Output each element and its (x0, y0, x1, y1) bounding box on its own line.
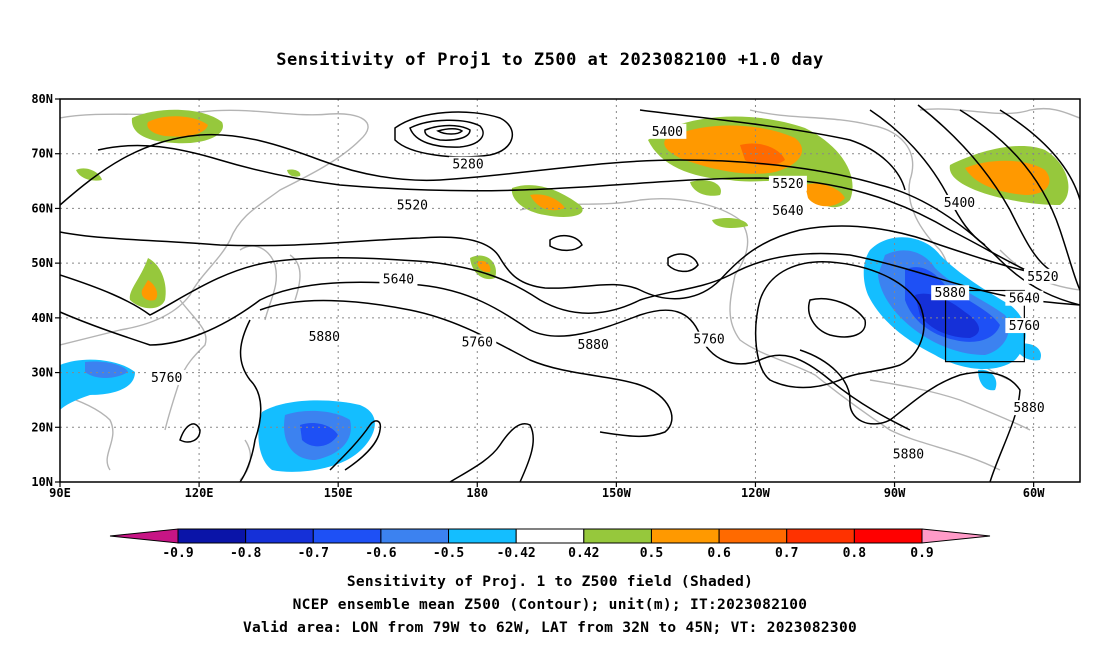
contour-label: 5520 (397, 199, 428, 214)
map-title: Sensitivity of Proj1 to Z500 at 20230821… (276, 50, 824, 70)
lon-tick-label: 150E (324, 486, 353, 500)
colorbar-box (786, 528, 855, 544)
contour-label: 5640 (772, 204, 803, 219)
contour-label: 5640 (383, 273, 414, 288)
contour-label-bg (1005, 290, 1044, 306)
contour-label: 5880 (578, 338, 609, 353)
colorbar-label: 0.7 (775, 546, 798, 561)
latitude-axis: 80N 70N 60N 50N 40N 30N 20N 10N (31, 92, 60, 489)
lon-tick-label: 90E (49, 486, 71, 500)
lat-tick-label: 60N (31, 201, 53, 215)
caption-contour: NCEP ensemble mean Z500 (Contour); unit(… (292, 597, 808, 613)
colorbar-label: 0.5 (640, 546, 663, 561)
contour-label: 5880 (309, 330, 340, 345)
contour-label: 5880 (1013, 401, 1044, 416)
lon-tick-label: 120W (741, 486, 771, 500)
colorbar-max-triangle (921, 528, 991, 544)
lat-tick-label: 50N (31, 256, 53, 270)
colorbar-label: -0.8 (230, 546, 261, 561)
longitude-axis: 90E 120E 150E 180 150W 120W 90W 60W (49, 482, 1045, 500)
contour-label: 5760 (1009, 319, 1040, 334)
contour-label: 5280 (452, 158, 483, 173)
lon-tick-label: 120E (185, 486, 214, 500)
contour-label-bg (574, 337, 613, 353)
contour-label-bg (648, 123, 687, 139)
colorbar-box (312, 528, 382, 544)
contour-label: 5520 (1027, 270, 1058, 285)
lat-tick-label: 30N (31, 366, 53, 380)
contour-label-bg (940, 194, 979, 210)
contour-label: 5760 (462, 335, 493, 350)
colorbar-box (853, 528, 923, 544)
caption-shading: Sensitivity of Proj. 1 to Z500 field (Sh… (346, 574, 754, 590)
contour-label-bg (147, 370, 186, 386)
lon-tick-label: 90W (884, 486, 906, 500)
contour-label-bg (690, 331, 729, 347)
colorbar-label: 0.8 (843, 546, 867, 561)
contour-label-bg (768, 203, 807, 219)
sensitivity-shading (60, 109, 1069, 472)
contour-label-bg (931, 285, 970, 301)
colorbar-label: 0.6 (707, 546, 731, 561)
lat-tick-label: 10N (31, 475, 53, 489)
grid-lines (60, 99, 1080, 482)
contour-label-bg (458, 334, 497, 350)
contour-labels: 5400 5280 5520 5520 5640 5400 5520 5640 5640 5880… (147, 123, 1062, 463)
colorbar-label: -0.9 (162, 546, 193, 561)
lat-tick-label: 70N (31, 147, 53, 161)
colorbar: -0.9 -0.8 -0.7 -0.6 -0.5 -0.42 0.42 0.5 0.6 0.7 0.… (109, 528, 991, 561)
colorbar-label: -0.7 (298, 546, 329, 561)
contour-label-bg (1023, 268, 1062, 284)
lat-tick-label: 20N (31, 420, 53, 434)
colorbar-box (177, 528, 247, 544)
colorbar-min-triangle (109, 528, 179, 544)
contour-label-bg (379, 271, 418, 287)
contour-label-bg (305, 329, 344, 345)
contour-label: 5520 (772, 177, 803, 192)
colorbar-box (650, 528, 720, 544)
colorbar-label: -0.42 (497, 546, 536, 561)
contour-label-bg (768, 175, 807, 191)
colorbar-box (515, 528, 585, 544)
z500-contours (60, 104, 1080, 482)
contour-label-bg (1010, 400, 1048, 416)
colorbar-label: 0.9 (910, 546, 933, 561)
contour-label-bg (393, 197, 432, 213)
contour-label: 5760 (693, 333, 724, 348)
lat-tick-label: 80N (31, 92, 53, 106)
caption-valid-area: Valid area: LON from 79W to 62W, LAT fro… (242, 620, 858, 636)
colorbar-label: 0.42 (568, 546, 599, 561)
contour-label: 5640 (1009, 292, 1040, 307)
contour-label: 5760 (151, 371, 182, 386)
map-frame (59, 98, 1081, 483)
lon-tick-label: 150W (602, 486, 632, 500)
colorbar-label: -0.5 (433, 546, 464, 561)
lon-tick-label: 60W (1023, 486, 1045, 500)
colorbar-box (718, 528, 788, 544)
contour-label-bg (1005, 318, 1044, 334)
contour-label: 5880 (935, 286, 966, 301)
contour-label: 5880 (893, 448, 924, 463)
lon-tick-label: 180 (466, 486, 488, 500)
contour-label-bg (889, 446, 928, 462)
contour-label-bg (449, 156, 487, 172)
colorbar-box (448, 528, 517, 544)
colorbar-label: -0.6 (365, 546, 396, 561)
colorbar-box (245, 528, 314, 544)
colorbar-box (380, 528, 450, 544)
contour-label: 5400 (944, 196, 975, 211)
colorbar-box (583, 528, 652, 544)
lat-tick-label: 40N (31, 311, 53, 325)
contour-label: 5400 (652, 125, 683, 140)
